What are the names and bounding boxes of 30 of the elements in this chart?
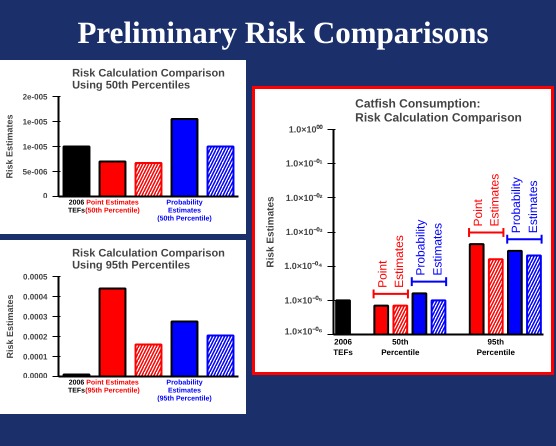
y-tick-label: 0.0003 xyxy=(23,312,48,322)
text: Point Estimates xyxy=(470,174,502,226)
y-tick-label: 1.0×10⁻⁰² xyxy=(286,192,323,203)
y-tick-label: 1.0×10⁻⁰⁶ xyxy=(284,326,322,336)
chart-title: Catfish Consumption: Risk Calculation Comparison xyxy=(355,96,522,124)
y-tick-label: 0.0002 xyxy=(23,332,48,342)
y-tick-label: 1e-005 xyxy=(22,142,48,152)
chart-title: Risk Calculation Comparison Using 50th Percentiles xyxy=(72,68,226,92)
y-tick-label: 1.0×10⁻⁰⁵ xyxy=(284,295,323,306)
y-axis-title: Risk Estimates xyxy=(5,294,16,359)
y-tick-label: 0.0001 xyxy=(23,352,48,362)
y-tick-label: 0.0005 xyxy=(23,272,48,282)
y-tick-label: 1.0×10⁻⁰¹ xyxy=(286,158,323,169)
y-tick-label: 2e-005 xyxy=(22,92,48,102)
annotation: Probability Estimates xyxy=(414,220,444,276)
y-tick-label: 1e-005 xyxy=(22,118,48,126)
chart-title: Risk Calculation Comparison Using 95th Percentiles xyxy=(72,248,226,272)
text: Preliminary Risk Comparisons xyxy=(77,14,489,52)
x-tick-label: 95th Percentile xyxy=(476,338,516,357)
y-tick-label: 1.0×10⁻⁰³ xyxy=(286,227,323,237)
y-tick-label: 0.0004 xyxy=(23,292,48,302)
y-axis-title: Risk Estimates xyxy=(265,196,276,268)
x-tick-label: 2006 TEFs xyxy=(333,338,354,357)
y-tick-label: 1.0×10⁻⁰⁴ xyxy=(284,261,323,272)
annotation: Point Estimates xyxy=(375,235,406,288)
text: Probability Estimates xyxy=(509,177,540,234)
x-tick-label: 50th Percentile xyxy=(381,338,420,357)
y-tick-label: 1.0×10⁰⁰ xyxy=(288,124,324,134)
y-tick-label: 5e-006 xyxy=(22,168,48,176)
y-axis-title: Risk Estimates xyxy=(4,114,15,179)
